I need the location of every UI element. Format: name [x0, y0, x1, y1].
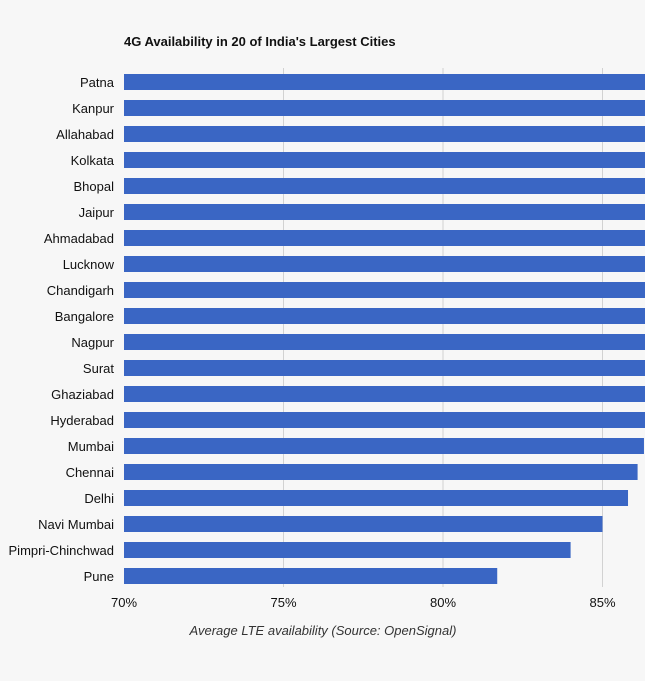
bar-kanpur: [124, 100, 645, 116]
chart-title: 4G Availability in 20 of India's Largest…: [124, 34, 396, 49]
bars: [124, 74, 645, 584]
bar-ghaziabad: [124, 386, 645, 402]
category-label-jaipur: Jaipur: [79, 205, 115, 220]
category-label-surat: Surat: [83, 361, 114, 376]
bar-patna: [124, 74, 645, 90]
bar-pimpri-chinchwad: [124, 542, 571, 558]
bar-bangalore: [124, 308, 645, 324]
bar-navi-mumbai: [124, 516, 603, 532]
bar-chennai: [124, 464, 638, 480]
category-label-chennai: Chennai: [66, 465, 115, 480]
x-tick-label: 85%: [589, 595, 615, 610]
bar-chandigarh: [124, 282, 645, 298]
category-label-mumbai: Mumbai: [68, 439, 114, 454]
category-label-pimpri-chinchwad: Pimpri-Chinchwad: [9, 543, 114, 558]
bar-jaipur: [124, 204, 645, 220]
category-label-bhopal: Bhopal: [74, 179, 115, 194]
bar-mumbai: [124, 438, 644, 454]
category-label-delhi: Delhi: [84, 491, 114, 506]
category-label-hyderabad: Hyderabad: [50, 413, 114, 428]
category-label-nagpur: Nagpur: [71, 335, 114, 350]
category-labels: Patna Kanpur Allahabad Kolkata Bhopal Jaipur A…: [9, 75, 115, 584]
category-label-kanpur: Kanpur: [72, 101, 115, 116]
category-label-navi-mumbai: Navi Mumbai: [38, 517, 114, 532]
category-label-ahmadabad: Ahmadabad: [44, 231, 114, 246]
category-label-chandigarh: Chandigarh: [47, 283, 114, 298]
bar-surat: [124, 360, 645, 376]
bar-nagpur: [124, 334, 645, 350]
bar-kolkata: [124, 152, 645, 168]
bar-bhopal: [124, 178, 645, 194]
grid-lines: [283, 68, 603, 587]
category-label-bangalore: Bangalore: [55, 309, 114, 324]
x-tick-label: 70%: [111, 595, 137, 610]
x-tick-label: 80%: [430, 595, 456, 610]
x-tick-label: 75%: [270, 595, 296, 610]
bar-delhi: [124, 490, 629, 506]
bar-lucknow: [124, 256, 645, 272]
category-label-allahabad: Allahabad: [56, 127, 114, 142]
category-label-pune: Pune: [84, 569, 114, 584]
x-axis-label: Average LTE availability (Source: OpenSi…: [189, 623, 457, 638]
category-label-patna: Patna: [80, 75, 115, 90]
bar-allahabad: [124, 126, 645, 142]
category-label-ghaziabad: Ghaziabad: [51, 387, 114, 402]
category-label-lucknow: Lucknow: [63, 257, 115, 272]
bar-pune: [124, 568, 498, 584]
bar-hyderabad: [124, 412, 645, 428]
x-tick-labels: 70%75%80%85%90%95%: [111, 595, 616, 610]
bar-ahmadabad: [124, 230, 645, 246]
category-label-kolkata: Kolkata: [71, 153, 115, 168]
